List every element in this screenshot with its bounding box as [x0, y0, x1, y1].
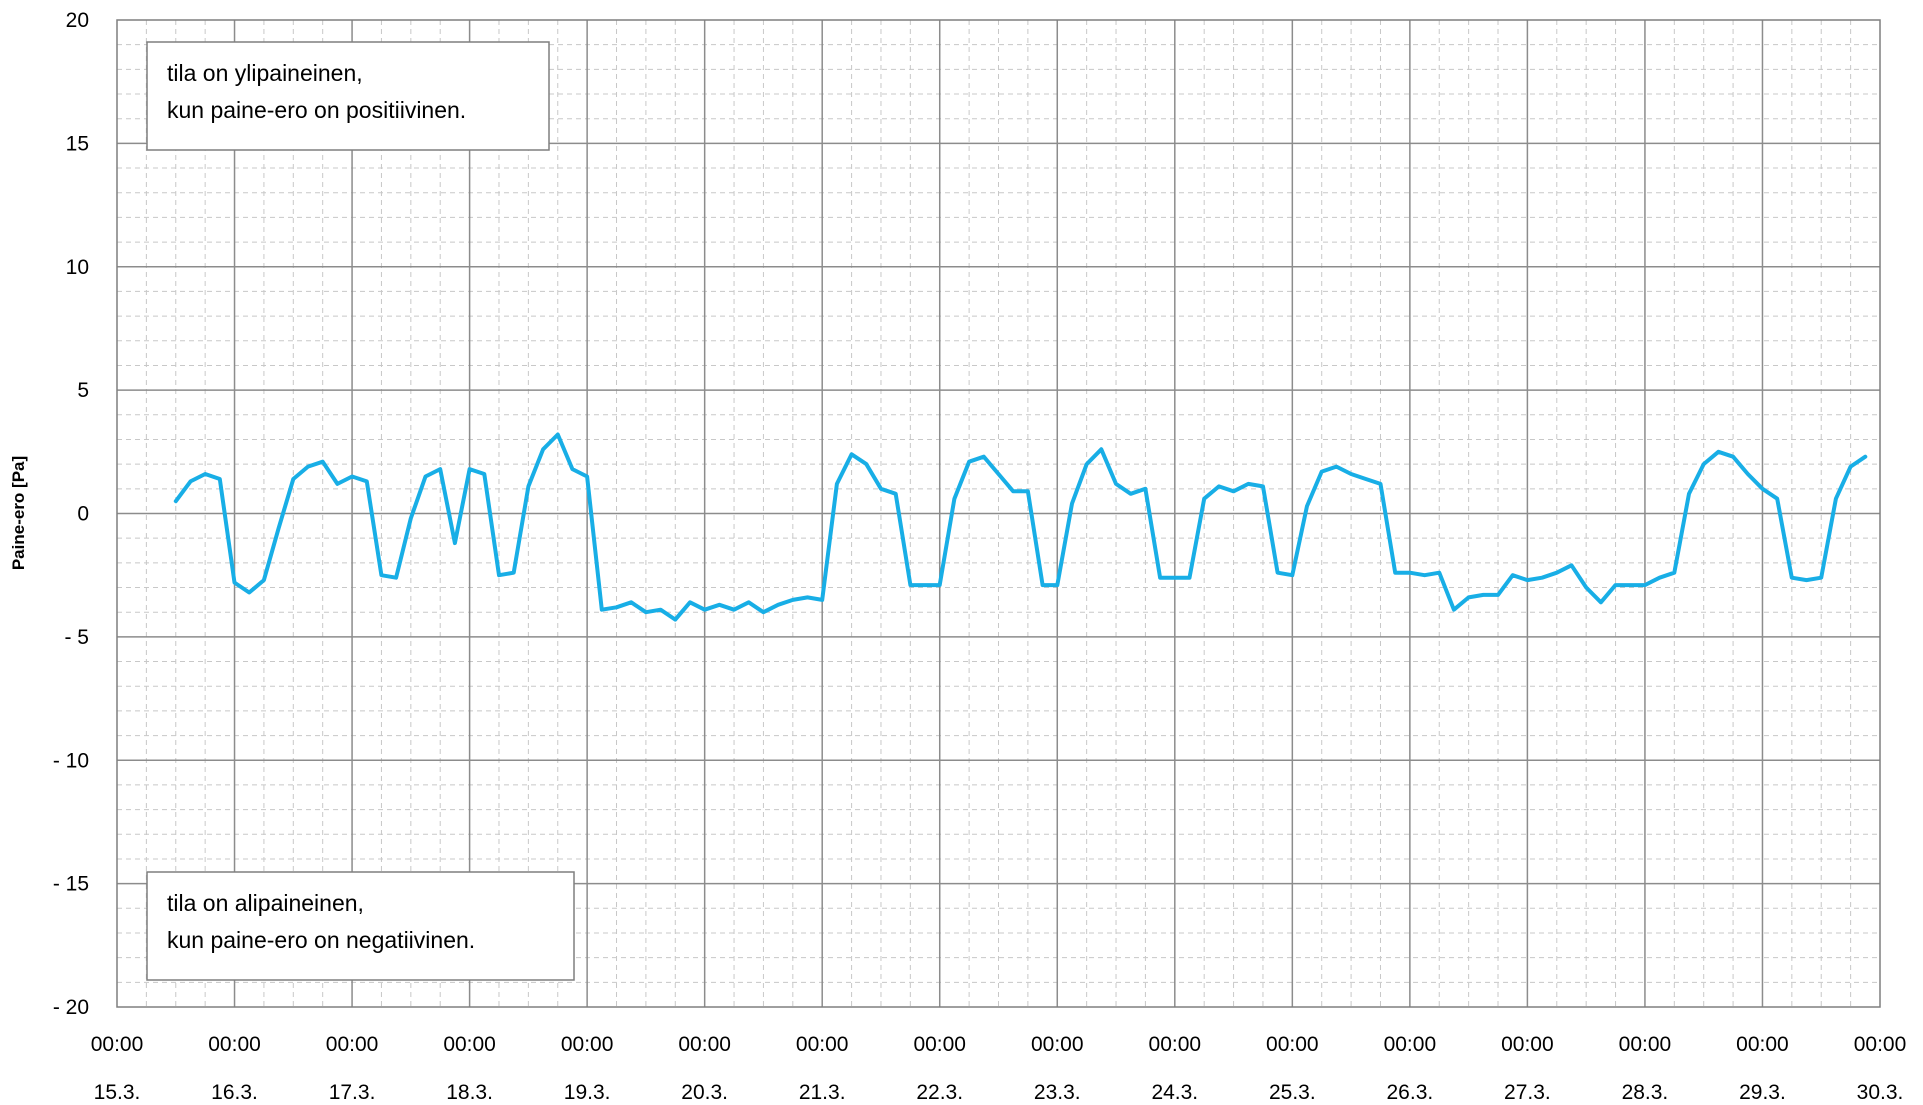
y-tick-label: 0 — [77, 503, 89, 526]
x-tick-time-label: 00:00 — [1736, 1033, 1789, 1056]
x-tick-time-label: 00:00 — [796, 1033, 849, 1056]
x-tick-time-label: 00:00 — [1384, 1033, 1437, 1056]
annotation-overpressure-line-2: kun paine-ero on positiivinen. — [167, 97, 466, 123]
annotation-underpressure-line-2: kun paine-ero on negatiivinen. — [167, 927, 475, 953]
annotation-underpressure: tila on alipaineinen, kun paine-ero on n… — [146, 871, 575, 981]
x-tick-time-label: 00:00 — [678, 1033, 731, 1056]
x-tick-date-label: 28.3. — [1622, 1081, 1669, 1104]
y-tick-label: 15 — [66, 132, 89, 155]
y-tick-label: - 20 — [53, 996, 89, 1019]
x-tick-date-label: 24.3. — [1151, 1081, 1198, 1104]
annotation-underpressure-line-1: tila on alipaineinen, — [167, 890, 364, 916]
x-tick-time-label: 00:00 — [1501, 1033, 1554, 1056]
x-tick-time-label: 00:00 — [1854, 1033, 1907, 1056]
x-tick-date-label: 15.3. — [94, 1081, 141, 1104]
x-tick-time-label: 00:00 — [443, 1033, 496, 1056]
y-tick-label: 10 — [66, 256, 89, 279]
x-tick-time-label: 00:00 — [561, 1033, 614, 1056]
series-line-pressure-difference — [173, 432, 1868, 622]
x-tick-time-label: 00:00 — [1266, 1033, 1319, 1056]
x-axis-tick-labels: 00:00 15.3. 00:00 16.3. 00:00 17.3. 00:00 18.3.… — [91, 1033, 1907, 1104]
x-tick-date-label: 30.3. — [1857, 1081, 1904, 1104]
minor-grid — [117, 20, 1880, 1007]
x-tick-date-label: 29.3. — [1739, 1081, 1786, 1104]
y-axis-label: Paine-ero [Pa] — [9, 456, 28, 570]
annotation-overpressure-box — [146, 41, 550, 151]
x-tick-time-label: 00:00 — [91, 1033, 144, 1056]
y-tick-label: 5 — [77, 379, 89, 402]
x-tick-date-label: 19.3. — [564, 1081, 611, 1104]
x-tick-date-label: 18.3. — [446, 1081, 493, 1104]
x-tick-time-label: 00:00 — [1149, 1033, 1202, 1056]
annotation-overpressure: tila on ylipaineinen, kun paine-ero on p… — [146, 41, 550, 151]
x-tick-date-label: 25.3. — [1269, 1081, 1316, 1104]
y-tick-label: 20 — [66, 9, 89, 32]
plot-border — [116, 19, 1881, 1008]
x-tick-date-label: 26.3. — [1387, 1081, 1434, 1104]
x-tick-date-label: 16.3. — [211, 1081, 258, 1104]
x-tick-date-label: 22.3. — [916, 1081, 963, 1104]
major-grid — [117, 20, 1880, 1007]
x-tick-time-label: 00:00 — [913, 1033, 966, 1056]
x-tick-date-label: 27.3. — [1504, 1081, 1551, 1104]
y-tick-label: - 10 — [53, 749, 89, 772]
annotation-overpressure-line-1: tila on ylipaineinen, — [167, 60, 363, 86]
x-tick-date-label: 20.3. — [681, 1081, 728, 1104]
y-tick-label: - 15 — [53, 873, 89, 896]
x-tick-time-label: 00:00 — [1619, 1033, 1672, 1056]
x-tick-time-label: 00:00 — [1031, 1033, 1084, 1056]
y-axis-tick-labels: 20 15 10 5 0 - 5 - 10 - 15 - 20 — [53, 9, 89, 1019]
y-tick-label: - 5 — [64, 626, 89, 649]
x-tick-date-label: 17.3. — [329, 1081, 376, 1104]
x-tick-time-label: 00:00 — [326, 1033, 379, 1056]
x-tick-date-label: 23.3. — [1034, 1081, 1081, 1104]
annotation-underpressure-box — [146, 871, 575, 981]
x-tick-date-label: 21.3. — [799, 1081, 846, 1104]
x-tick-time-label: 00:00 — [208, 1033, 261, 1056]
